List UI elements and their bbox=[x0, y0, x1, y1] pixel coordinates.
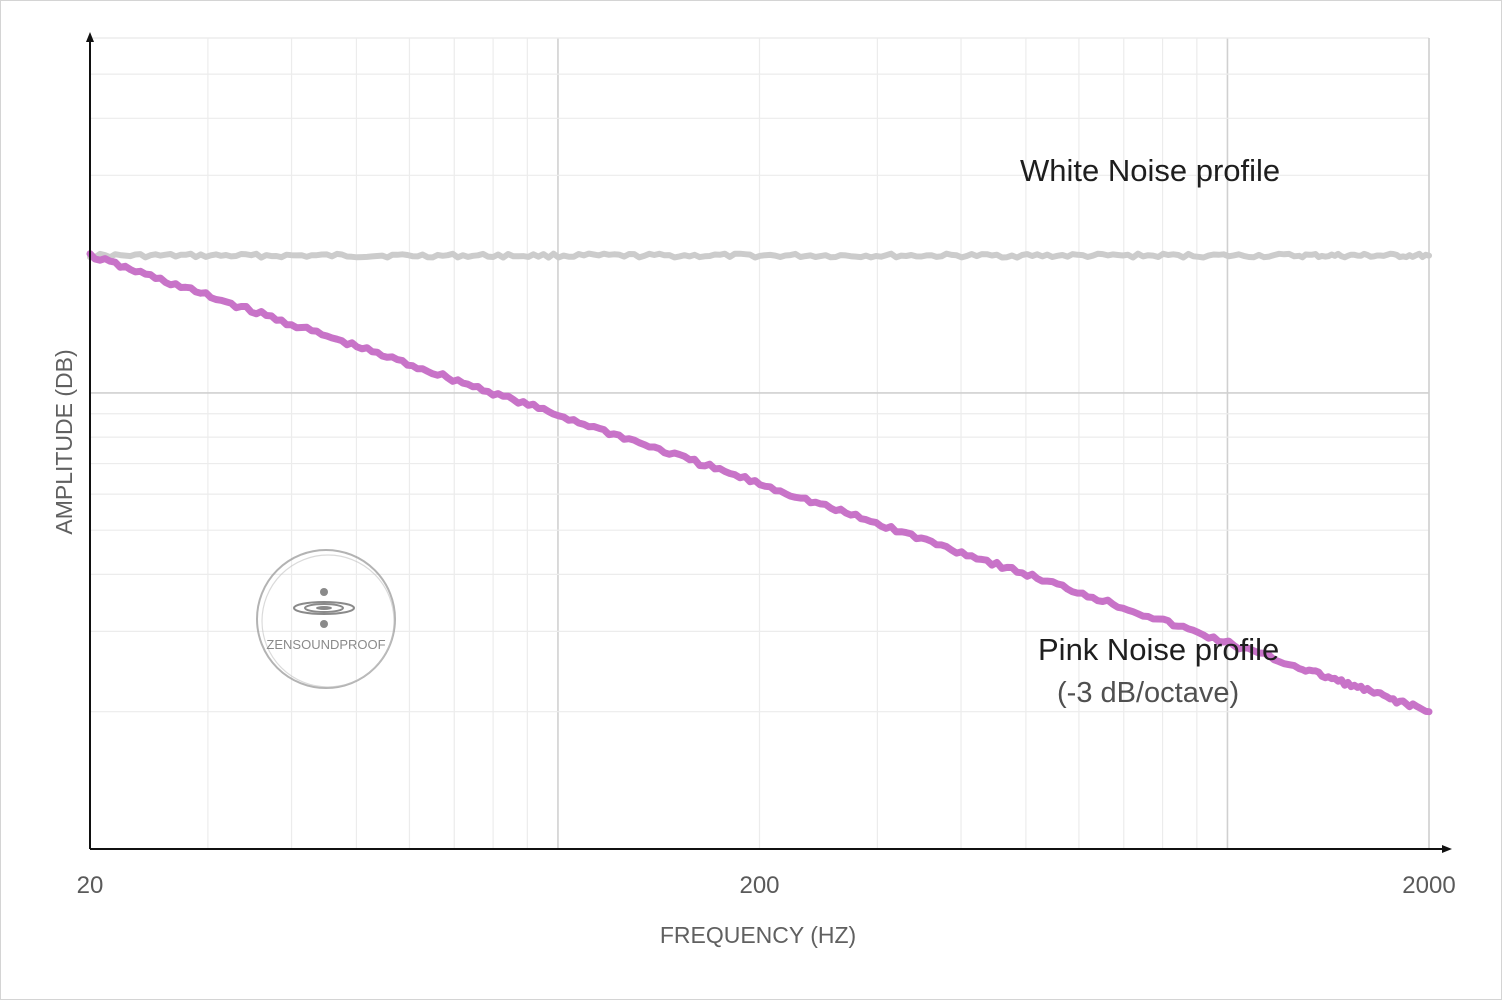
x-tick-labels: 20 200 2000 bbox=[77, 872, 1456, 899]
pink-noise-line bbox=[86, 250, 1433, 716]
y-axis-label: AMPLITUDE (DB) bbox=[51, 349, 77, 534]
x-axis-label: FREQUENCY (HZ) bbox=[660, 922, 856, 948]
white-noise-annotation: White Noise profile bbox=[1020, 153, 1280, 188]
x-tick-label: 20 bbox=[77, 872, 104, 899]
y-axis-arrow-icon bbox=[86, 32, 94, 42]
series-layer bbox=[86, 250, 1433, 716]
axes bbox=[86, 32, 1452, 853]
white-noise-line bbox=[87, 250, 1432, 261]
water-drop-ripple-icon bbox=[293, 588, 355, 628]
pink-noise-annotation: Pink Noise profile bbox=[1038, 632, 1279, 667]
x-axis-arrow-icon bbox=[1442, 845, 1452, 853]
x-tick-label: 200 bbox=[739, 872, 779, 899]
x-tick-label: 2000 bbox=[1402, 872, 1455, 899]
pink-noise-slope-annotation: (-3 dB/octave) bbox=[1057, 677, 1239, 709]
watermark-logo: ZENSOUNDPROOF bbox=[256, 549, 396, 689]
watermark-text: ZENSOUNDPROOF bbox=[266, 637, 385, 652]
